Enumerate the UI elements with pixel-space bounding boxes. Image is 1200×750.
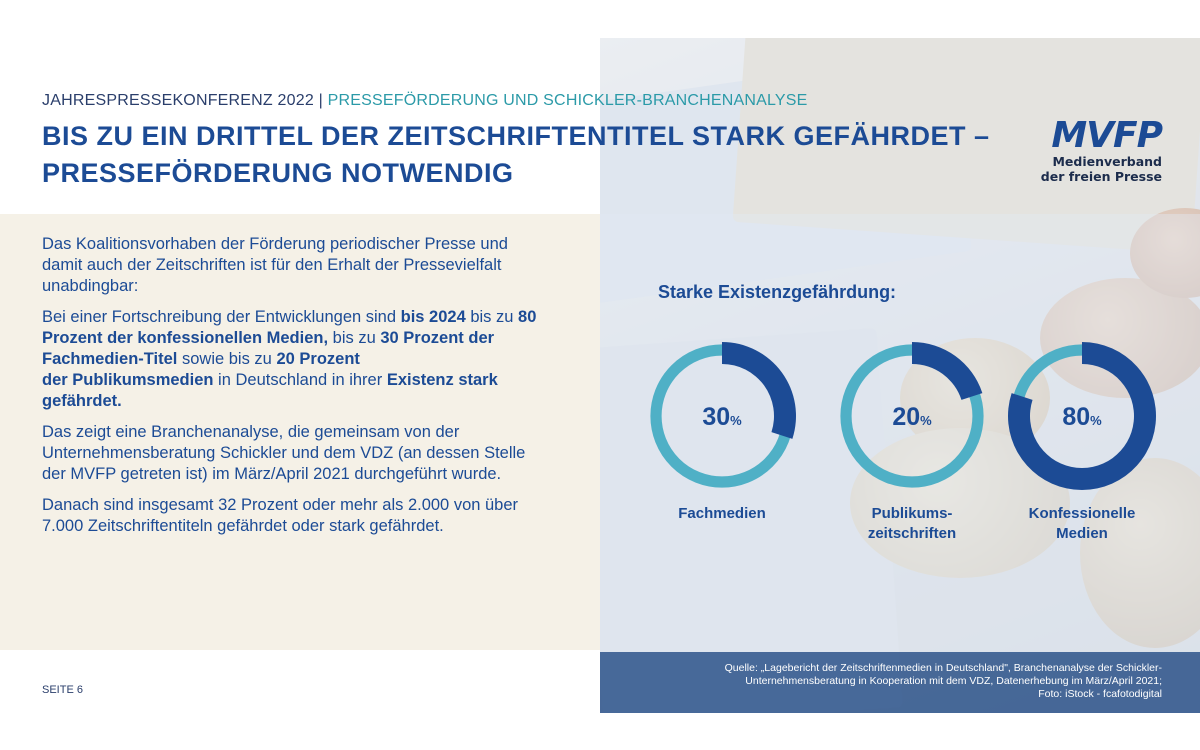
paragraph-3: Das zeigt eine Branchenanalyse, die geme… [42,423,526,483]
donut-segment [722,342,796,439]
donut-chart: 30% 20% 80% [650,342,1156,490]
category-label-line: Konfessionelle [1028,505,1136,522]
p2-bold-4: 20 Prozent [276,350,360,368]
logo-mark: MVFP [1051,115,1163,156]
chart-title: Starke Existenzgefährdung: [658,282,897,302]
p2-bold-3: 30 Prozent der Fachmedien-Titel [42,329,495,368]
donut-fachmedien: 30% [650,342,796,488]
title-line-2: PRESSEFÖRDERUNG NOTWENDIG [42,158,514,188]
p2-text-2: bis zu [465,308,519,326]
category-label-line: Publikums- [871,505,953,522]
subtitle-main: JAHRESPRESSEKONFERENZ 2022 | [42,92,323,109]
page-title: BIS ZU EIN DRITTEL DER ZEITSCHRIFTENTITE… [42,118,1032,192]
page-number: SEITE 6 [42,684,83,696]
donut-segment [912,342,983,400]
title-line-1: BIS ZU EIN DRITTEL DER ZEITSCHRIFTENTITE… [42,121,990,151]
page-subtitle: JAHRESPRESSEKONFERENZ 2022 | PRESSEFÖRDE… [42,92,808,110]
donut-value-label: 80% [1062,403,1102,431]
source-note: Quelle: „Lagebericht der Zeitschriftenme… [700,662,1162,701]
logo-line-1: Medienverband [1052,154,1162,169]
source-band [600,652,1200,713]
category-label-line: zeitschriften [867,525,957,542]
source-line-2: Unternehmensberatung in Kooperation mit … [745,675,1162,687]
p2-bold-2: 80 Prozent der konfessionellen Medien, [42,308,537,347]
donut-segment [1008,342,1156,490]
donut-publikumszeitschriften: 20% [840,342,984,488]
body-text: Das Koalitionsvorhaben der Förderung per… [42,234,538,547]
paragraph-1: Das Koalitionsvorhaben der Förderung per… [42,235,508,295]
p2-text-4: sowie bis zu [177,350,277,368]
donut-value-label: 20% [892,403,932,431]
logo-line-2: der freien Presse [1040,169,1162,184]
subtitle-accent: PRESSEFÖRDERUNG UND SCHICKLER-BRANCHENAN… [327,92,808,109]
mvfp-logo: MVFP Medienverband der freien Presse [1038,115,1163,185]
p2-text-3: bis zu [328,329,381,347]
source-line-1: Quelle: „Lagebericht der Zeitschriftenme… [724,662,1162,674]
paragraph-2: Bei einer Fortschreibung der Entwicklung… [42,307,538,412]
p2-text-1: Bei einer Fortschreibung der Entwicklung… [42,308,401,326]
p2-text-5: in Deutschland in ihrer [213,371,387,389]
paragraph-4: Danach sind insgesamt 32 Prozent oder me… [42,496,519,535]
p2-bold-1: bis 2024 [400,308,466,326]
donut-value-label: 30% [702,403,742,431]
p2-bold-6: Existenz stark gefährdet. [42,371,498,410]
category-label: Publikums-zeitschriften [832,504,992,544]
donut-konfessionelle-medien: 80% [1008,342,1156,490]
source-line-3: Foto: iStock - fcafotodigital [1038,688,1162,700]
category-label-line: Medien [1056,525,1108,542]
category-label-line: Fachmedien [678,505,766,522]
p2-bold-5: der Publikumsmedien [42,371,214,389]
text-panel [0,214,600,650]
category-label: Konfessionelle Medien [1002,504,1162,544]
header-background [0,38,600,214]
category-label: Fachmedien [642,504,802,524]
